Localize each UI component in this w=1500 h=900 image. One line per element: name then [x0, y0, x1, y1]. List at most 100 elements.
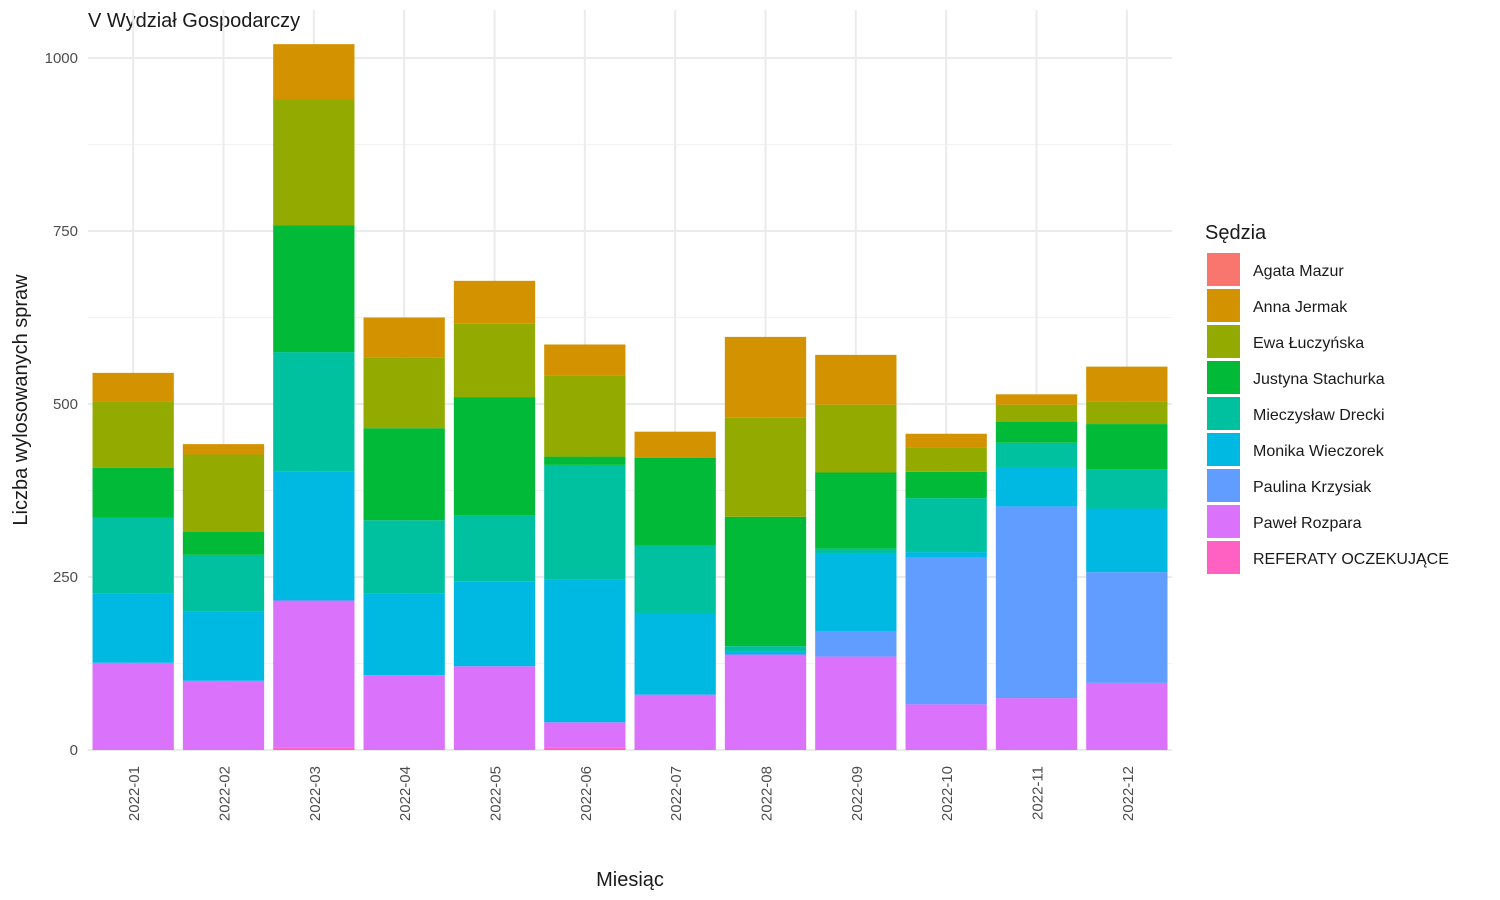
- bar-segment: [363, 675, 445, 750]
- legend: Sędzia Agata Mazur Anna Jermak Ewa Łuczyńs…: [1205, 222, 1449, 574]
- bar-segment: [1086, 469, 1168, 509]
- bar-segment: [273, 600, 355, 748]
- x-tick-label: 2022-03: [307, 766, 324, 821]
- bar-segment: [182, 611, 265, 681]
- x-tick-label: 2022-12: [1120, 766, 1137, 821]
- bar-segment: [995, 698, 1078, 750]
- legend-swatch: [1207, 361, 1240, 394]
- bar-segment: [724, 417, 807, 517]
- legend-item: Mieczysław Drecki: [1207, 397, 1385, 430]
- bar-segment: [363, 357, 445, 429]
- bar-segment: [815, 548, 897, 554]
- legend-item: Justyna Stachurka: [1207, 361, 1385, 394]
- y-axis-ticks: 0 250 500 750 1000: [45, 50, 78, 759]
- legend-label: Mieczysław Drecki: [1253, 407, 1385, 424]
- bar-segment: [634, 694, 716, 750]
- bar-segment: [905, 433, 987, 448]
- bar-segment: [634, 457, 716, 546]
- x-tick-label: 2022-07: [668, 766, 685, 821]
- bar-segment: [634, 431, 716, 458]
- legend-label: Paulina Krzysiak: [1253, 479, 1372, 496]
- bar-segment: [905, 704, 987, 750]
- y-tick-label: 0: [70, 742, 78, 759]
- legend-swatch: [1207, 325, 1240, 358]
- x-axis-ticks: 2022-01 2022-02 2022-03 2022-04 2022-05 2022-…: [126, 766, 1137, 821]
- bar-segment: [995, 394, 1078, 405]
- x-tick-label: 2022-10: [939, 766, 956, 821]
- y-tick-label: 1000: [45, 50, 78, 67]
- x-tick-label: 2022-04: [397, 766, 414, 821]
- legend-swatch: [1207, 505, 1240, 538]
- bar-segment: [724, 654, 807, 750]
- bar-segment: [905, 498, 987, 553]
- y-axis-title: Liczba wylosowanych spraw: [10, 274, 32, 526]
- bar-segment: [995, 421, 1078, 443]
- bar-segment: [92, 372, 174, 402]
- legend-swatch: [1207, 289, 1240, 322]
- bar-segment: [995, 466, 1078, 507]
- bar-segment: [273, 747, 355, 750]
- bar-segment: [273, 99, 355, 226]
- bar-segment: [273, 352, 355, 472]
- legend-item: REFERATY OCZEKUJĄCE: [1207, 541, 1449, 574]
- bar-segment: [453, 323, 536, 398]
- bar-segment: [544, 456, 626, 465]
- bar-segment: [1086, 508, 1168, 573]
- legend-label: Monika Wieczorek: [1253, 443, 1385, 460]
- legend-item: Paulina Krzysiak: [1207, 469, 1372, 502]
- x-tick-label: 2022-08: [759, 766, 776, 821]
- bar-segment: [182, 454, 265, 533]
- legend-swatch: [1207, 397, 1240, 430]
- bar-segment: [815, 553, 897, 631]
- y-tick-label: 250: [53, 569, 78, 586]
- bar-segment: [363, 593, 445, 676]
- bar-segment: [905, 471, 987, 499]
- chart-title: V Wydział Gospodarczy: [88, 10, 300, 32]
- legend-swatch: [1207, 253, 1240, 286]
- bar-segment: [1086, 572, 1168, 683]
- bar-segment: [905, 557, 987, 705]
- bar-segment: [273, 44, 355, 100]
- bar-segment: [724, 646, 807, 652]
- legend-label: Ewa Łuczyńska: [1253, 335, 1364, 352]
- x-tick-label: 2022-01: [126, 766, 143, 821]
- bar-segment: [815, 630, 897, 657]
- legend-label: REFERATY OCZEKUJĄCE: [1253, 551, 1449, 568]
- legend-item: Anna Jermak: [1207, 289, 1348, 322]
- bar-segment: [815, 472, 897, 549]
- y-tick-label: 750: [53, 223, 78, 240]
- bar-segment: [544, 579, 626, 723]
- bar-segment: [544, 464, 626, 580]
- bar-segment: [182, 532, 265, 555]
- bars: [92, 44, 1168, 750]
- bar-segment: [634, 545, 716, 613]
- legend-label: Paweł Rozpara: [1253, 515, 1362, 532]
- bar-segment: [92, 401, 174, 468]
- legend-item: Paweł Rozpara: [1207, 505, 1362, 538]
- bar-segment: [453, 280, 536, 324]
- bar-segment: [905, 552, 987, 558]
- bar-segment: [92, 662, 174, 750]
- y-tick-label: 500: [53, 396, 78, 413]
- x-tick-label: 2022-02: [217, 766, 234, 821]
- bar-segment: [544, 722, 626, 748]
- bar-segment: [815, 656, 897, 750]
- bar-segment: [724, 651, 807, 655]
- bar-segment: [815, 404, 897, 473]
- bar-segment: [273, 471, 355, 601]
- bar-segment: [92, 593, 174, 663]
- x-tick-label: 2022-09: [849, 766, 866, 821]
- bar-segment: [905, 447, 987, 472]
- bar-segment: [544, 344, 626, 376]
- bar-segment: [92, 517, 174, 594]
- bar-segment: [1086, 424, 1168, 470]
- legend-title: Sędzia: [1205, 222, 1267, 244]
- bar-segment: [453, 581, 536, 667]
- bar-segment: [995, 442, 1078, 467]
- legend-swatch: [1207, 433, 1240, 466]
- bar-segment: [544, 747, 626, 750]
- legend-label: Justyna Stachurka: [1253, 371, 1385, 388]
- bar-segment: [1086, 401, 1168, 425]
- legend-label: Agata Mazur: [1253, 263, 1344, 280]
